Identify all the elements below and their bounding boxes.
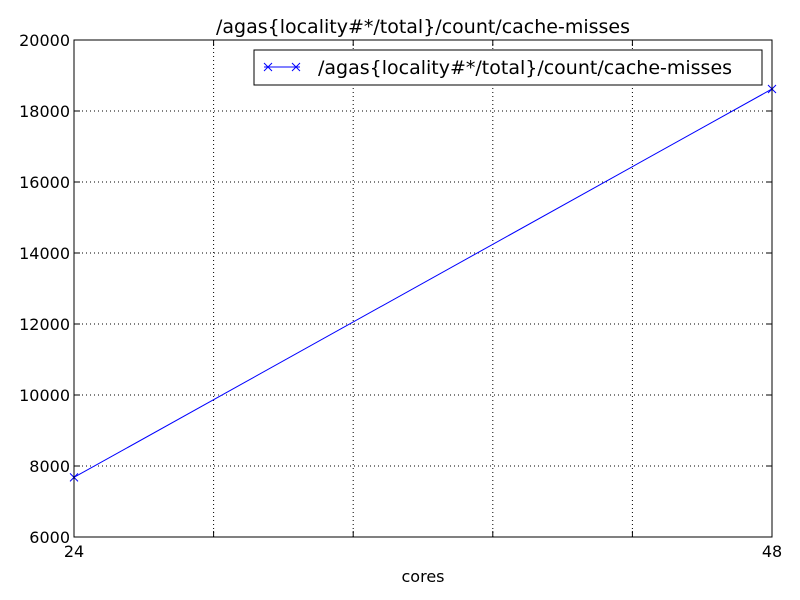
y-tick-label-4: 14000 bbox=[19, 244, 70, 263]
legend-markers bbox=[263, 62, 301, 72]
x-axis-label: cores bbox=[402, 567, 445, 586]
y-tick-label-7: 20000 bbox=[19, 31, 70, 50]
x-tick-label-0: 24 bbox=[64, 542, 84, 561]
legend-entry: /agas{locality#*/total}/count/cache-miss… bbox=[318, 57, 732, 79]
y-tick-label-2: 10000 bbox=[19, 386, 70, 405]
y-tick-label-3: 12000 bbox=[19, 315, 70, 334]
y-tick-label-0: 6000 bbox=[29, 528, 70, 547]
legend: /agas{locality#*/total}/count/cache-miss… bbox=[253, 49, 763, 86]
series-line-0 bbox=[73, 88, 773, 478]
axis-ticks bbox=[73, 39, 773, 538]
tick-labels: 24 48 6000 8000 10000 12000 14000 16000 18000 200… bbox=[19, 31, 782, 561]
plot-frame bbox=[73, 39, 773, 538]
y-tick-label-1: 8000 bbox=[29, 457, 70, 476]
chart-title: /agas{locality#*/total}/count/cache-miss… bbox=[216, 16, 630, 38]
legend-box bbox=[253, 49, 763, 86]
x-tick-label-1: 48 bbox=[762, 542, 782, 561]
legend-marker-end bbox=[291, 62, 301, 72]
y-tick-label-5: 16000 bbox=[19, 173, 70, 192]
y-tick-label-6: 18000 bbox=[19, 102, 70, 121]
legend-marker-start bbox=[263, 62, 273, 72]
